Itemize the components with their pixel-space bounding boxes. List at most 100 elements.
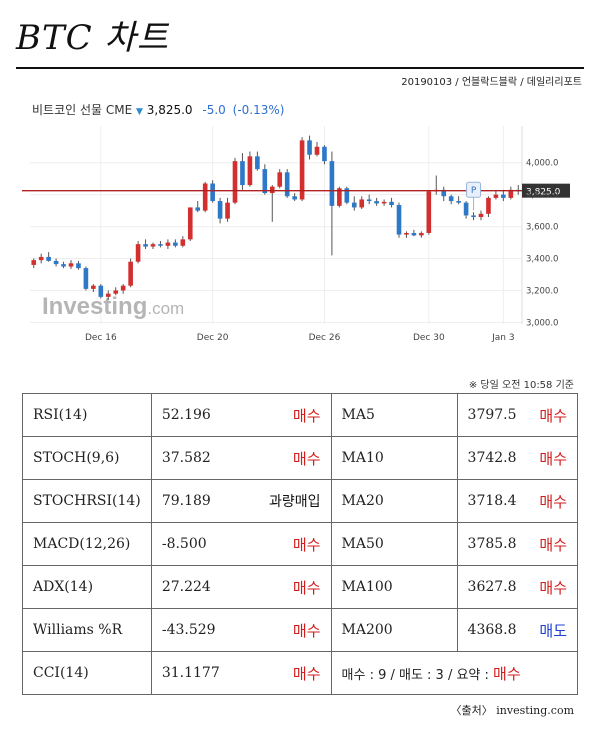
candle-body [135,244,141,262]
candle-body [31,260,37,265]
candle-body [46,256,51,261]
instrument-price: 3,825.0 [146,103,193,117]
candle-body [329,161,335,206]
candle-body [225,202,230,219]
indicator-signal: 매수 [251,393,332,437]
ma-name: MA200 [330,608,458,652]
ma-signal: 매수 [527,393,579,437]
candle-body [105,293,111,297]
ma-signal: 매도 [527,608,579,652]
ma-name: MA5 [330,393,458,437]
indicator-name: MACD(12,26) [22,522,152,566]
candle-body [255,156,260,170]
candle-body [471,215,476,218]
candle-body [128,261,133,286]
candle-body [165,242,171,246]
candle-body [158,244,163,246]
candle-body [187,207,193,240]
instrument-name: 비트코인 선물 CME [32,103,133,117]
indicator-name: CCI(14) [22,651,152,695]
candle-body [91,285,96,289]
ma-signal: 매수 [527,522,579,566]
page-title: BTC 차트 [16,18,170,58]
indicator-value: -43.529 [150,608,252,652]
table-row: Williams %R -43.529 매수 MA200 4368.8 매도 [22,608,579,652]
watermark: Investing.com [42,293,184,320]
report-meta: 20190103 / 언블락드블락 / 데일리리포트 [401,77,582,88]
time-note: ※ 당일 오전 10:58 기준 [468,380,574,391]
indicator-name: RSI(14) [22,393,152,437]
candle-body [344,188,350,203]
instrument-change-pct: (-0.13%) [232,103,285,117]
candle-body [486,197,491,214]
y-tick-label: 3,800.0 [526,191,558,201]
candle-body [463,202,469,216]
candle-body [83,268,89,289]
candle-body [210,183,215,202]
candle-body [359,199,365,208]
candle-body [180,239,186,246]
watermark-main: Investing [42,293,147,320]
title-divider [16,67,584,69]
indicator-table: RSI(14) 52.196 매수 MA5 3797.5 매수 STOCH(9,6) 37.5… [22,393,579,695]
candle-body [240,161,245,186]
summary-text: 매수 : 9 / 매도 : 3 / 요약 : [341,667,494,683]
ma-value: 3797.5 [456,393,528,437]
indicator-value: 37.582 [150,436,252,480]
candle-body [173,242,178,246]
candle-body [419,232,424,236]
candle-body [478,213,484,218]
chart-panel [22,94,578,356]
ma-signal: 매수 [527,565,579,609]
ma-value: 3718.4 [456,479,528,523]
candle-body [448,196,454,202]
current-price-tag [522,183,570,198]
candle-body [232,161,238,203]
instrument-header: 비트코인 선물 CME ▼ 3,825.0 -5.0 (-0.13%) [32,101,284,118]
watermark-suffix: .com [147,299,184,318]
candle-body [120,285,126,291]
candle-body [411,232,417,236]
ma-value: 3627.8 [456,565,528,609]
candle-body [508,189,514,198]
signal-summary: 매수 : 9 / 매도 : 3 / 요약 : 매수 [330,651,579,695]
candle-body [404,232,409,235]
indicator-name: STOCHRSI(14) [22,479,152,523]
candle-body [217,201,223,219]
candle-body [374,201,379,204]
candle-body [143,244,148,247]
indicator-signal: 매수 [251,436,332,480]
indicator-value: 52.196 [150,393,252,437]
ma-name: MA10 [330,436,458,480]
candle-body [441,189,447,197]
indicator-signal: 매수 [251,565,332,609]
x-tick-label: Dec 20 [197,333,229,343]
instrument-change: -5.0 [202,103,226,117]
candle-body [262,169,268,194]
candle-body [98,285,104,297]
indicator-name: STOCH(9,6) [22,436,152,480]
candle-body [195,207,201,211]
y-tick-label: 3,400.0 [526,255,558,265]
table-row: RSI(14) 52.196 매수 MA5 3797.5 매수 [22,393,579,437]
candle-body [38,256,44,261]
ma-signal: 매수 [527,436,579,480]
ma-value: 4368.8 [456,608,528,652]
source-note: 〈출처〉 investing.com [450,704,574,717]
candle-body [76,263,81,269]
candle-body [389,201,394,206]
indicator-value: -8.500 [150,522,252,566]
candle-body [53,260,59,265]
current-price-label: 3,825.0 [526,188,561,198]
down-arrow-icon: ▼ [136,107,143,117]
candle-body [150,244,156,247]
ma-name: MA50 [330,522,458,566]
indicator-signal: 과량매입 [251,479,332,523]
event-marker[interactable] [466,181,482,198]
candlestick-chart: Investing.com 3,825.0 P 3,000.0 3,200.0 3,4… [22,126,570,343]
ma-signal: 매수 [527,479,579,523]
candle-body [269,186,275,194]
candle-body [113,290,119,294]
candle-body [314,146,320,155]
event-marker-label: P [471,186,477,196]
